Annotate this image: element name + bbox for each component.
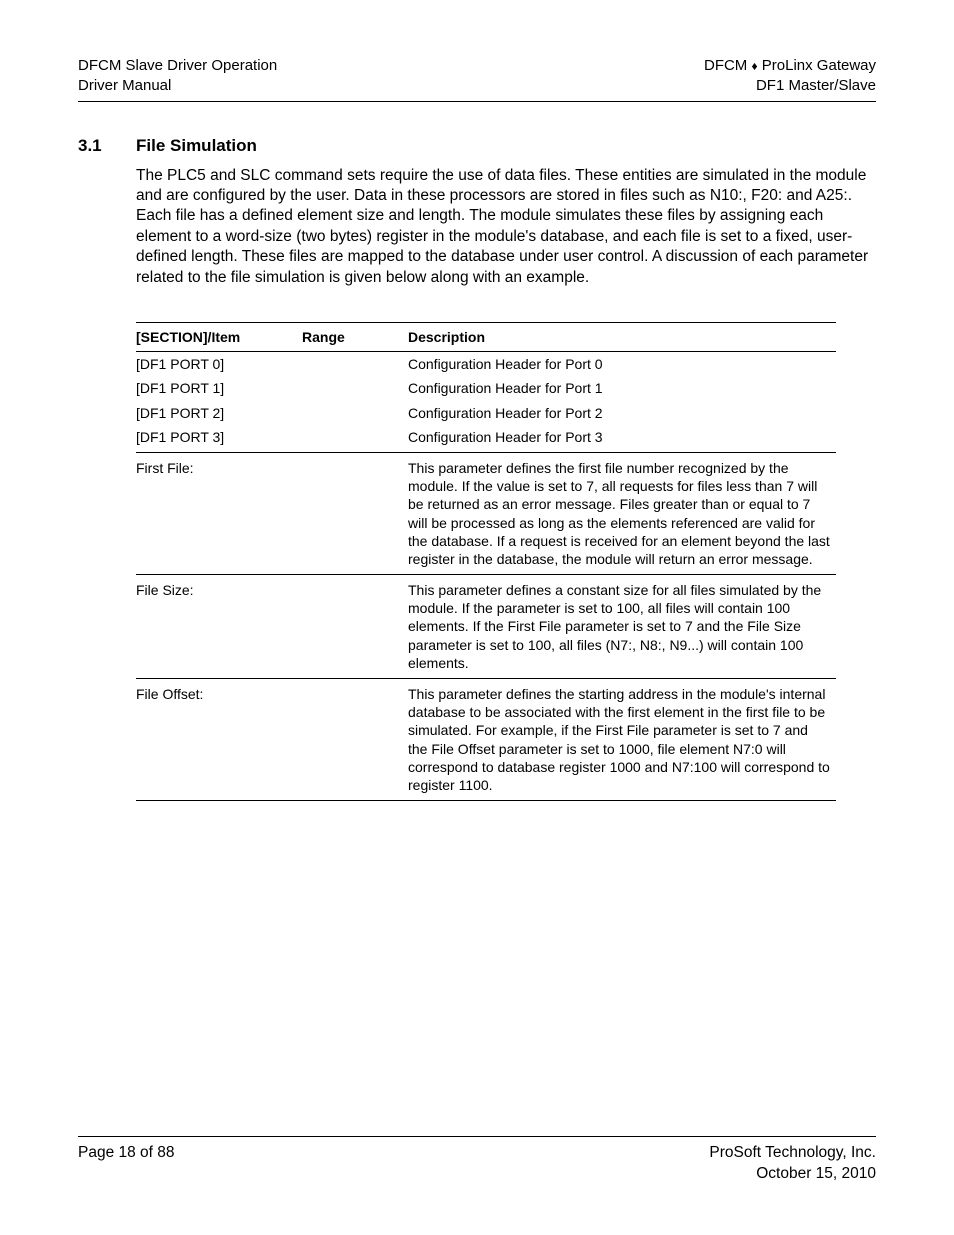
table-header-row: [SECTION]/Item Range Description — [136, 323, 836, 352]
cell-range — [302, 376, 408, 400]
cell-item: [DF1 PORT 1] — [136, 376, 302, 400]
cell-desc: Configuration Header for Port 3 — [408, 425, 836, 453]
header-right-pre: DFCM — [704, 57, 752, 74]
header-left: DFCM Slave Driver Operation Driver Manua… — [78, 56, 277, 97]
cell-range — [302, 425, 408, 453]
parameter-table: [SECTION]/Item Range Description [DF1 PO… — [136, 322, 836, 801]
cell-range — [302, 352, 408, 377]
col-header-item: [SECTION]/Item — [136, 323, 302, 352]
page-footer: Page 18 of 88 ProSoft Technology, Inc. O… — [78, 1136, 876, 1185]
col-header-desc: Description — [408, 323, 836, 352]
page-header: DFCM Slave Driver Operation Driver Manua… — [78, 56, 876, 102]
cell-desc: This parameter defines the starting addr… — [408, 679, 836, 801]
section-title: File Simulation — [136, 136, 257, 156]
cell-range — [302, 679, 408, 801]
footer-right: ProSoft Technology, Inc. October 15, 201… — [709, 1143, 876, 1185]
cell-range — [302, 575, 408, 679]
footer-left: Page 18 of 88 — [78, 1143, 175, 1185]
cell-range — [302, 452, 408, 574]
cell-item: File Offset: — [136, 679, 302, 801]
table-row: File Offset: This parameter defines the … — [136, 679, 836, 801]
cell-item: File Size: — [136, 575, 302, 679]
table-row: File Size: This parameter defines a cons… — [136, 575, 836, 679]
header-right-line2: DF1 Master/Slave — [704, 76, 876, 96]
cell-desc: Configuration Header for Port 2 — [408, 401, 836, 425]
cell-range — [302, 401, 408, 425]
header-right-line1: DFCM ♦ ProLinx Gateway — [704, 56, 876, 76]
header-left-line2: Driver Manual — [78, 76, 277, 96]
table-row: [DF1 PORT 3] Configuration Header for Po… — [136, 425, 836, 453]
document-page: DFCM Slave Driver Operation Driver Manua… — [0, 0, 954, 1235]
table-row: [DF1 PORT 0] Configuration Header for Po… — [136, 352, 836, 377]
header-right: DFCM ♦ ProLinx Gateway DF1 Master/Slave — [704, 56, 876, 97]
section-paragraph: The PLC5 and SLC command sets require th… — [136, 166, 876, 289]
footer-right-line2: October 15, 2010 — [709, 1164, 876, 1185]
section: 3.1 File Simulation The PLC5 and SLC com… — [78, 136, 876, 802]
cell-item: [DF1 PORT 3] — [136, 425, 302, 453]
cell-desc: Configuration Header for Port 1 — [408, 376, 836, 400]
section-number: 3.1 — [78, 136, 136, 156]
cell-item: First File: — [136, 452, 302, 574]
col-header-range: Range — [302, 323, 408, 352]
footer-right-line1: ProSoft Technology, Inc. — [709, 1143, 876, 1164]
cell-desc: This parameter defines the first file nu… — [408, 452, 836, 574]
cell-item: [DF1 PORT 0] — [136, 352, 302, 377]
table-row: [DF1 PORT 2] Configuration Header for Po… — [136, 401, 836, 425]
section-heading: 3.1 File Simulation — [78, 136, 876, 156]
table-row: [DF1 PORT 1] Configuration Header for Po… — [136, 376, 836, 400]
cell-desc: This parameter defines a constant size f… — [408, 575, 836, 679]
table-row: First File: This parameter defines the f… — [136, 452, 836, 574]
header-right-post: ProLinx Gateway — [758, 57, 876, 74]
header-left-line1: DFCM Slave Driver Operation — [78, 56, 277, 76]
cell-item: [DF1 PORT 2] — [136, 401, 302, 425]
cell-desc: Configuration Header for Port 0 — [408, 352, 836, 377]
